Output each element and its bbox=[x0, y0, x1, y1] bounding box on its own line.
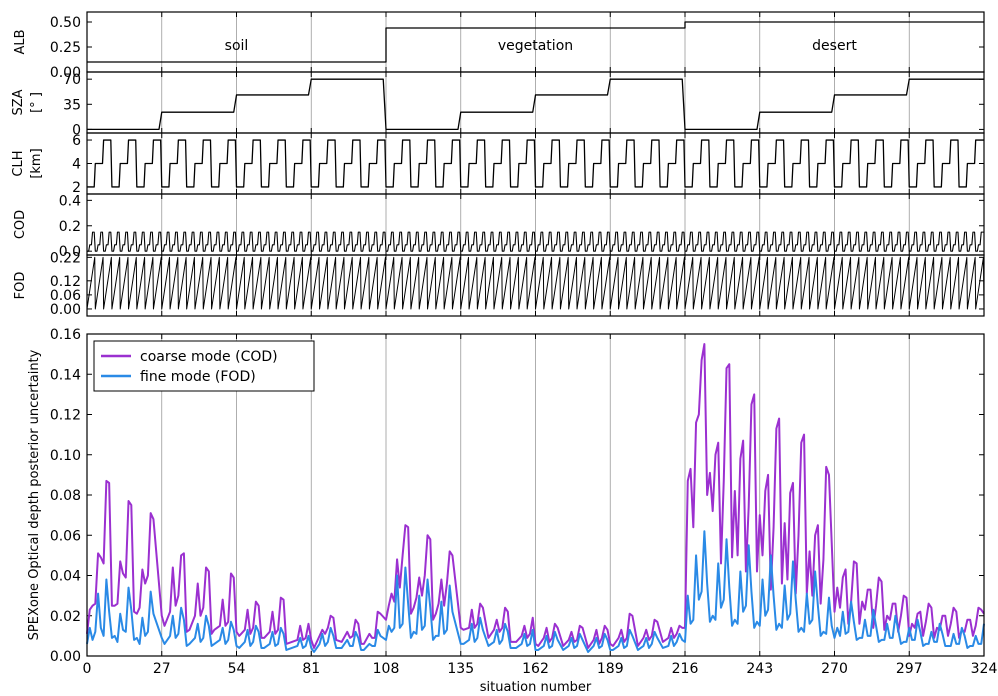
xtick-label-4: 108 bbox=[373, 661, 400, 677]
frame-main bbox=[86, 333, 985, 657]
xtick-label-10: 270 bbox=[821, 661, 848, 677]
ytick-label-main-1: 0.02 bbox=[50, 609, 81, 625]
xtick-label-11: 297 bbox=[896, 661, 923, 677]
xtick-label-5: 135 bbox=[447, 661, 474, 677]
ytick-label-main-3: 0.06 bbox=[50, 528, 81, 544]
ytick-label-main-5: 0.10 bbox=[50, 448, 81, 464]
legend-label-0: coarse mode (COD) bbox=[140, 349, 278, 365]
legend-label-1: fine mode (FOD) bbox=[140, 369, 256, 385]
ytick-label-main-2: 0.04 bbox=[50, 569, 81, 585]
ytick-label-clh-2: 6 bbox=[72, 133, 81, 149]
xtick-label-9: 243 bbox=[746, 661, 773, 677]
panel-main: 0.00 0.02 0.04 0.06 0.08 0.10 0.12 0.14 0.16 SPEX… bbox=[27, 327, 985, 665]
ytick-label-alb-2: 0.50 bbox=[50, 15, 81, 31]
ylabel-sza: SZA bbox=[11, 89, 26, 115]
ytick-label-clh-1: 4 bbox=[72, 157, 81, 173]
ytick-label-sza-2: 70 bbox=[63, 72, 81, 88]
series-cod bbox=[87, 231, 984, 252]
panel-fod: 0.000.060.12 0.22 FOD bbox=[13, 250, 985, 318]
ytick-label-sza-0: 0 bbox=[72, 122, 81, 138]
ytick-label-alb-1: 0.25 bbox=[50, 40, 81, 56]
ytick-label-fod-1: 0.06 bbox=[50, 288, 81, 304]
ylabel2-sza: [° ] bbox=[29, 92, 44, 113]
series-fine-mode bbox=[86, 530, 985, 653]
ytick-label-main-0: 0.00 bbox=[50, 649, 81, 665]
series-fod bbox=[86, 256, 985, 310]
xtick-label-1: 27 bbox=[153, 661, 171, 677]
ylabel2-clh: [km] bbox=[29, 148, 44, 178]
panel-cod: 0.0 0.2 0.4 COD bbox=[13, 193, 985, 260]
ylabel-main: SPEXone Optical depth posterior uncertai… bbox=[27, 349, 42, 640]
annotation-2: desert bbox=[812, 38, 857, 54]
legend: coarse mode (COD) fine mode (FOD) bbox=[93, 340, 315, 392]
ytick-label-sza-1: 35 bbox=[63, 97, 81, 113]
ytick-label-cod-0: 0.0 bbox=[59, 244, 81, 260]
xtick-label-0: 0 bbox=[83, 661, 92, 677]
annotation-0: soil bbox=[225, 38, 249, 54]
frame-fod bbox=[86, 254, 985, 317]
ytick-label-cod-2: 0.4 bbox=[59, 193, 81, 209]
ytick-label-main-7: 0.14 bbox=[50, 367, 81, 383]
ylabel-clh: CLH bbox=[11, 150, 26, 176]
ylabel-alb: ALB bbox=[13, 29, 28, 54]
series-clh bbox=[87, 139, 984, 188]
series-sza bbox=[87, 78, 984, 131]
ylabel-cod: COD bbox=[13, 210, 28, 239]
xtick-label-8: 216 bbox=[672, 661, 699, 677]
annotation-1: vegetation bbox=[498, 38, 573, 54]
ytick-label-cod-1: 0.2 bbox=[59, 219, 81, 235]
panel-clh: 2 4 6 CLH [km] bbox=[11, 132, 985, 196]
panel-alb: 0.00 0.25 0.50 ALB soil vegetation desert bbox=[13, 11, 985, 81]
xlabel: situation number bbox=[480, 680, 592, 695]
ylabel-fod: FOD bbox=[13, 272, 28, 300]
ytick-label-main-6: 0.12 bbox=[50, 408, 81, 424]
ytick-label-main-4: 0.08 bbox=[50, 488, 81, 504]
ytick-label-fod-3: 0.22 bbox=[50, 250, 81, 266]
ytick-label-fod-2: 0.12 bbox=[50, 274, 81, 290]
ytick-label-alb-0: 0.00 bbox=[50, 65, 81, 81]
xtick-label-6: 162 bbox=[522, 661, 549, 677]
ytick-label-clh-0: 2 bbox=[72, 180, 81, 196]
ytick-label-main-8: 0.16 bbox=[50, 327, 81, 343]
legend-box bbox=[93, 340, 315, 392]
xtick-label-2: 54 bbox=[228, 661, 246, 677]
series-alb bbox=[87, 21, 984, 63]
panel-sza: 0 35 70 SZA [° ] bbox=[11, 71, 985, 138]
ytick-label-fod-0: 0.00 bbox=[50, 302, 81, 318]
xtick-label-12: 324 bbox=[971, 661, 998, 677]
xtick-label-7: 189 bbox=[597, 661, 624, 677]
xtick-label-3: 81 bbox=[302, 661, 320, 677]
